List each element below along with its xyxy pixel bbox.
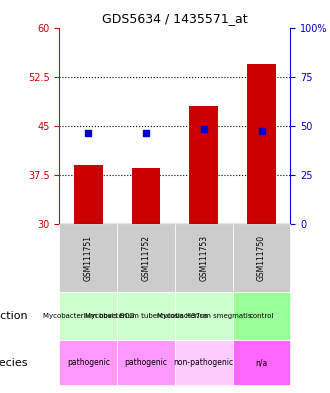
Text: GSM111753: GSM111753 bbox=[199, 235, 208, 281]
FancyBboxPatch shape bbox=[175, 340, 233, 385]
Point bbox=[85, 130, 91, 136]
Text: pathogenic: pathogenic bbox=[67, 358, 110, 367]
FancyBboxPatch shape bbox=[59, 224, 117, 292]
FancyBboxPatch shape bbox=[59, 292, 117, 340]
Bar bbox=[132, 169, 160, 224]
Text: non-pathogenic: non-pathogenic bbox=[174, 358, 234, 367]
Text: n/a: n/a bbox=[255, 358, 268, 367]
Text: Mycobacterium bovis BCG: Mycobacterium bovis BCG bbox=[43, 313, 134, 319]
FancyBboxPatch shape bbox=[175, 224, 233, 292]
FancyBboxPatch shape bbox=[233, 340, 290, 385]
Bar bbox=[189, 106, 218, 224]
Text: Mycobacterium tuberculosis H37ra: Mycobacterium tuberculosis H37ra bbox=[85, 313, 207, 319]
FancyBboxPatch shape bbox=[117, 292, 175, 340]
Bar bbox=[247, 64, 276, 224]
Text: GSM111750: GSM111750 bbox=[257, 235, 266, 281]
FancyBboxPatch shape bbox=[117, 224, 175, 292]
FancyBboxPatch shape bbox=[233, 224, 290, 292]
Text: infection: infection bbox=[0, 311, 28, 321]
FancyBboxPatch shape bbox=[117, 340, 175, 385]
Title: GDS5634 / 1435571_at: GDS5634 / 1435571_at bbox=[102, 12, 248, 25]
FancyBboxPatch shape bbox=[233, 292, 290, 340]
Text: GSM111751: GSM111751 bbox=[84, 235, 93, 281]
Text: Mycobacterium smegmatis: Mycobacterium smegmatis bbox=[156, 313, 251, 319]
Point bbox=[143, 130, 148, 136]
Text: GSM111752: GSM111752 bbox=[142, 235, 150, 281]
FancyBboxPatch shape bbox=[59, 340, 117, 385]
Text: species: species bbox=[0, 358, 28, 367]
Point bbox=[201, 126, 207, 132]
Text: pathogenic: pathogenic bbox=[124, 358, 168, 367]
Point bbox=[259, 128, 264, 134]
Text: control: control bbox=[249, 313, 274, 319]
Bar bbox=[74, 165, 103, 224]
FancyBboxPatch shape bbox=[175, 292, 233, 340]
